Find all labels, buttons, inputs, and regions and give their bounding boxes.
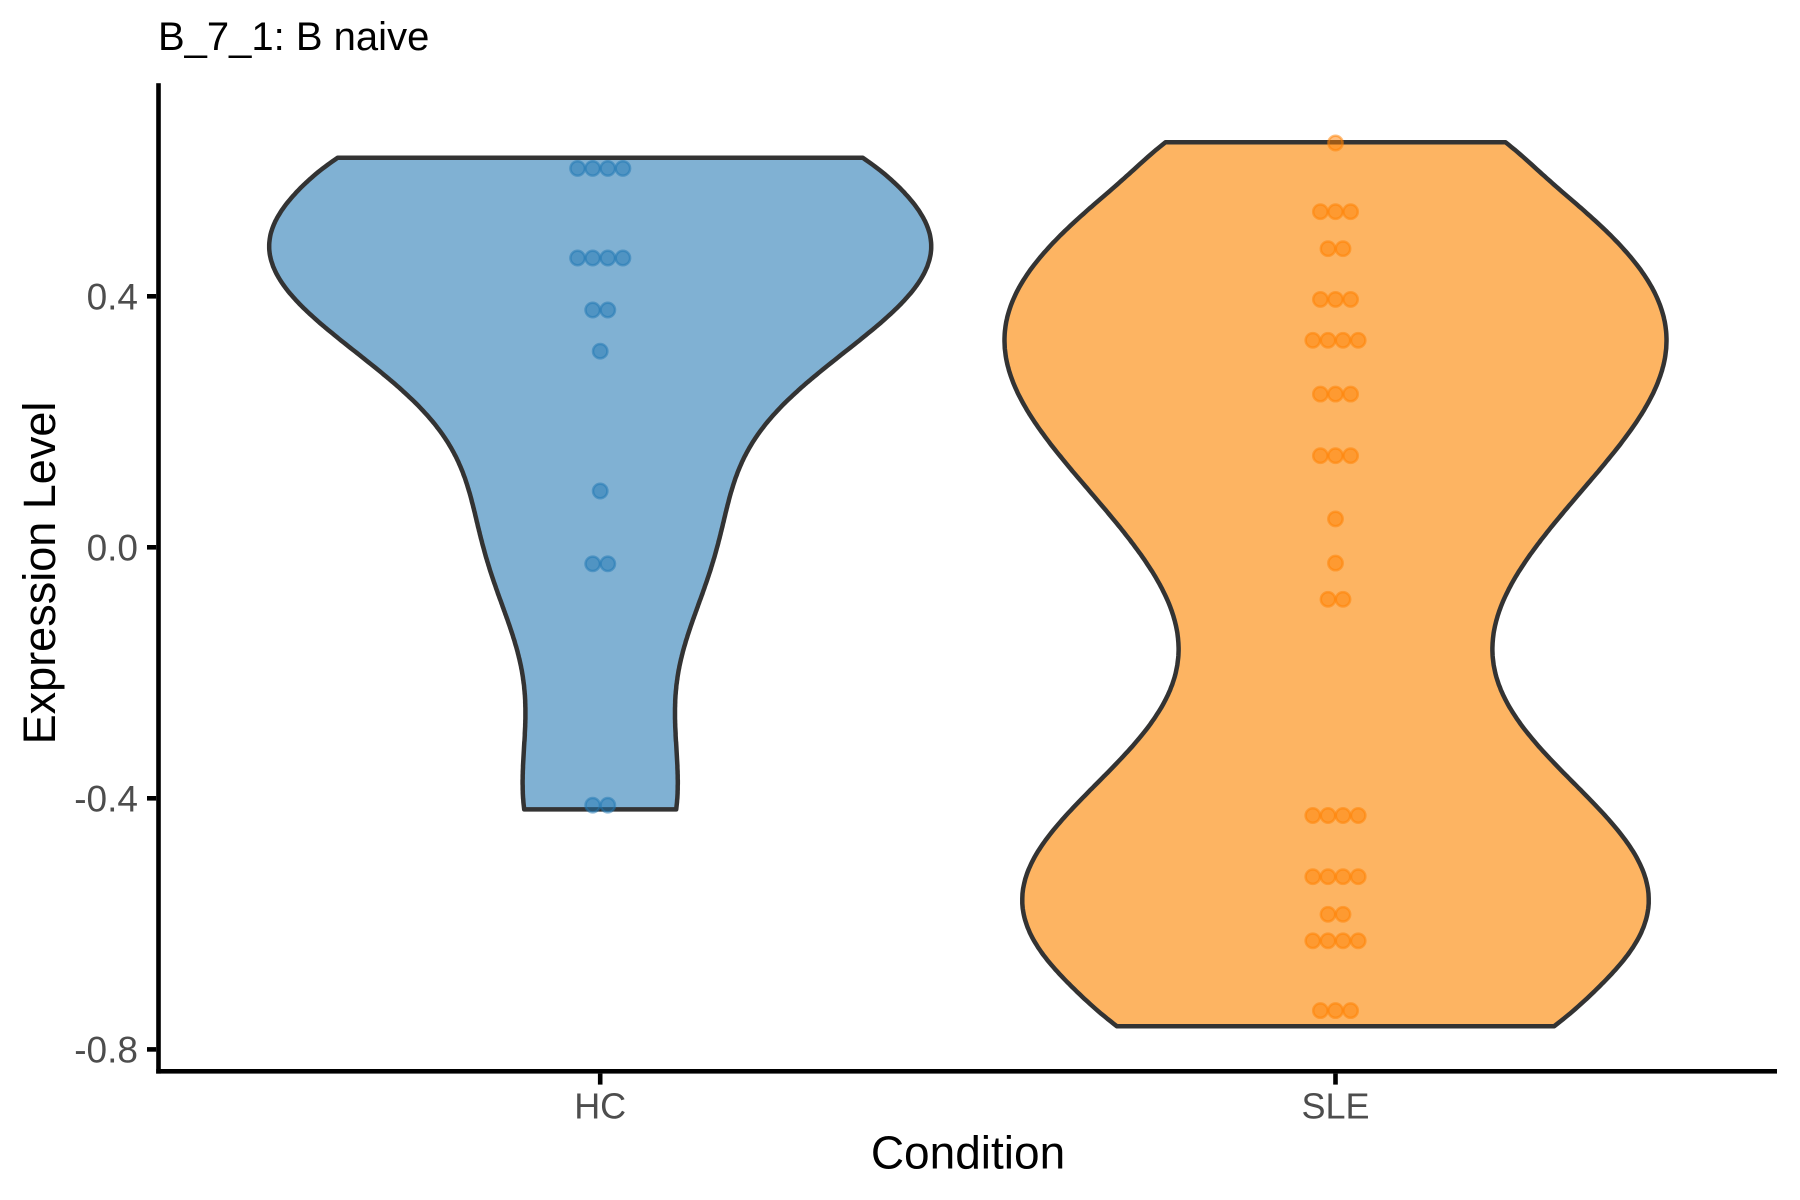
svg-text:Condition: Condition	[871, 1127, 1065, 1179]
svg-text:B_7_1: B naive: B_7_1: B naive	[158, 15, 429, 59]
svg-text:-0.8: -0.8	[74, 1030, 138, 1071]
svg-text:0.0: 0.0	[87, 528, 138, 569]
svg-text:-0.4: -0.4	[74, 779, 138, 820]
svg-text:0.4: 0.4	[87, 277, 138, 318]
svg-text:SLE: SLE	[1301, 1086, 1369, 1127]
svg-text:HC: HC	[574, 1086, 626, 1127]
svg-text:Expression Level: Expression Level	[14, 402, 65, 745]
